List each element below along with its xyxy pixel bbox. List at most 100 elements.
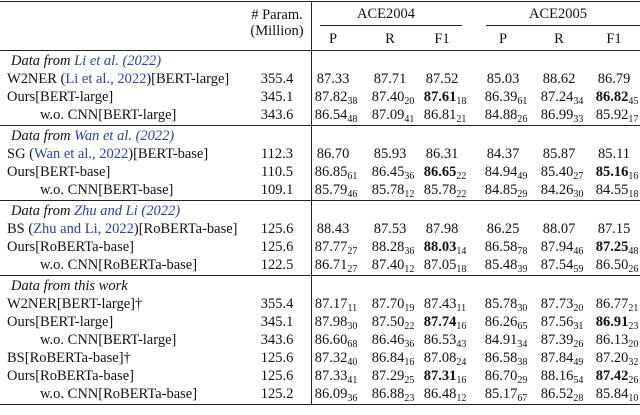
- score-cell: 87.15: [598, 221, 631, 237]
- score: 86.77: [595, 296, 629, 312]
- rule: [320, 25, 462, 26]
- score-cell: 86.5343: [423, 332, 467, 350]
- score-cell: 85.1616: [596, 164, 639, 182]
- model-name: SG (Wan et al., 2022)[BERT-base]: [7, 146, 208, 162]
- std-dev: 78: [517, 246, 528, 257]
- score: 87.20: [595, 350, 629, 366]
- score-cell: 85.03: [487, 71, 520, 87]
- score: 86.52: [540, 386, 574, 402]
- section-title: Data from Wan et al. (2022): [11, 128, 174, 144]
- score: 87.52: [425, 71, 459, 87]
- std-dev: 16: [456, 321, 467, 332]
- score-cell: 86.9123: [596, 314, 639, 332]
- name-part: w.o. CNN[BERT-large]: [40, 332, 177, 348]
- std-dev: 30: [517, 303, 528, 314]
- std-dev: 68: [347, 339, 358, 350]
- score: 86.71: [314, 257, 348, 273]
- std-dev: 46: [573, 246, 584, 257]
- score-cell: 85.7822: [424, 182, 467, 200]
- score: 87.73: [540, 296, 574, 312]
- score-cell: 87.2032: [595, 350, 639, 368]
- param-value: 109.1: [260, 182, 294, 198]
- score-cell: 86.79: [598, 71, 631, 87]
- std-dev: 49: [517, 171, 528, 182]
- score: 87.05: [423, 257, 457, 273]
- std-dev: 36: [404, 171, 415, 182]
- std-dev: 21: [628, 303, 639, 314]
- score-cell: 87.7416: [423, 314, 467, 332]
- score-cell: 87.3926: [541, 332, 584, 350]
- std-dev: 61: [347, 171, 358, 182]
- param-value: 125.2: [260, 386, 294, 402]
- score-cell: 88.62: [543, 71, 576, 87]
- score: 84.88: [484, 107, 518, 123]
- std-dev: 38: [517, 357, 528, 368]
- score-cell: 87.5022: [372, 314, 415, 332]
- score-cell: 86.7127: [314, 257, 358, 275]
- score: 85.17: [484, 386, 518, 402]
- score-cell: 86.31: [426, 146, 459, 162]
- name-part: Ours[BERT-large]: [7, 314, 114, 330]
- score: 85.84: [595, 386, 629, 402]
- score: 87.61: [423, 89, 457, 105]
- std-dev: 22: [404, 321, 415, 332]
- name-part: Wan et al., 2022: [34, 146, 129, 162]
- score: 87.56: [540, 314, 574, 330]
- param-value: 125.6: [260, 239, 294, 255]
- score: 87.40: [371, 257, 405, 273]
- score: 86.60: [314, 332, 348, 348]
- model-name: Ours[BERT-large]: [7, 314, 113, 330]
- group-header: ACE2005: [529, 6, 587, 22]
- score: 86.70: [484, 368, 518, 384]
- score: 87.74: [423, 314, 457, 330]
- std-dev: 27: [573, 171, 584, 182]
- score: 87.15: [597, 221, 631, 237]
- score-cell: 87.2434: [541, 89, 584, 107]
- score: 87.33: [314, 368, 348, 384]
- score: 85.93: [373, 146, 407, 162]
- score: 87.32: [314, 350, 348, 366]
- rule: [0, 125, 640, 126]
- std-dev: 45: [628, 96, 639, 107]
- std-dev: 27: [347, 264, 358, 275]
- param-value: 110.5: [260, 164, 294, 180]
- score: 86.09: [314, 386, 348, 402]
- param-value: 343.6: [260, 107, 294, 123]
- score: 86.54: [314, 107, 348, 123]
- model-name: BS (Zhu and Li, 2022)[RoBERTa-base]: [7, 221, 238, 237]
- score: 86.53: [423, 332, 457, 348]
- score-cell: 87.6118: [423, 89, 467, 107]
- score: 87.08: [423, 350, 457, 366]
- std-dev: 39: [517, 264, 528, 275]
- std-dev: 54: [573, 375, 584, 386]
- score-cell: 86.25: [487, 221, 520, 237]
- std-dev: 67: [517, 393, 528, 404]
- std-dev: 29: [517, 375, 528, 386]
- score-cell: 86.5838: [485, 350, 528, 368]
- std-dev: 43: [456, 339, 467, 350]
- model-name: Ours[RoBERTa-base]: [7, 239, 134, 255]
- std-dev: 25: [404, 375, 415, 386]
- std-dev: 26: [517, 114, 528, 125]
- std-dev: 12: [404, 189, 415, 200]
- metric-header: P: [498, 31, 508, 47]
- score: 86.50: [595, 257, 629, 273]
- std-dev: 12: [404, 264, 415, 275]
- name-part: Ours[BERT-large]: [7, 89, 114, 105]
- std-dev: 31: [573, 321, 584, 332]
- score-cell: 84.5518: [596, 182, 639, 200]
- score: 87.84: [540, 350, 574, 366]
- score: 85.03: [486, 71, 520, 87]
- std-dev: 27: [347, 246, 358, 257]
- score: 88.62: [542, 71, 576, 87]
- score-cell: 84.8826: [484, 107, 528, 125]
- score-cell: 87.4012: [371, 257, 415, 275]
- score: 88.07: [542, 221, 576, 237]
- score: 86.85: [314, 164, 348, 180]
- score-cell: 88.2836: [372, 239, 415, 257]
- std-dev: 41: [404, 114, 415, 125]
- score: 87.31: [423, 368, 457, 384]
- score: 85.79: [314, 182, 348, 198]
- std-dev: 11: [456, 303, 467, 314]
